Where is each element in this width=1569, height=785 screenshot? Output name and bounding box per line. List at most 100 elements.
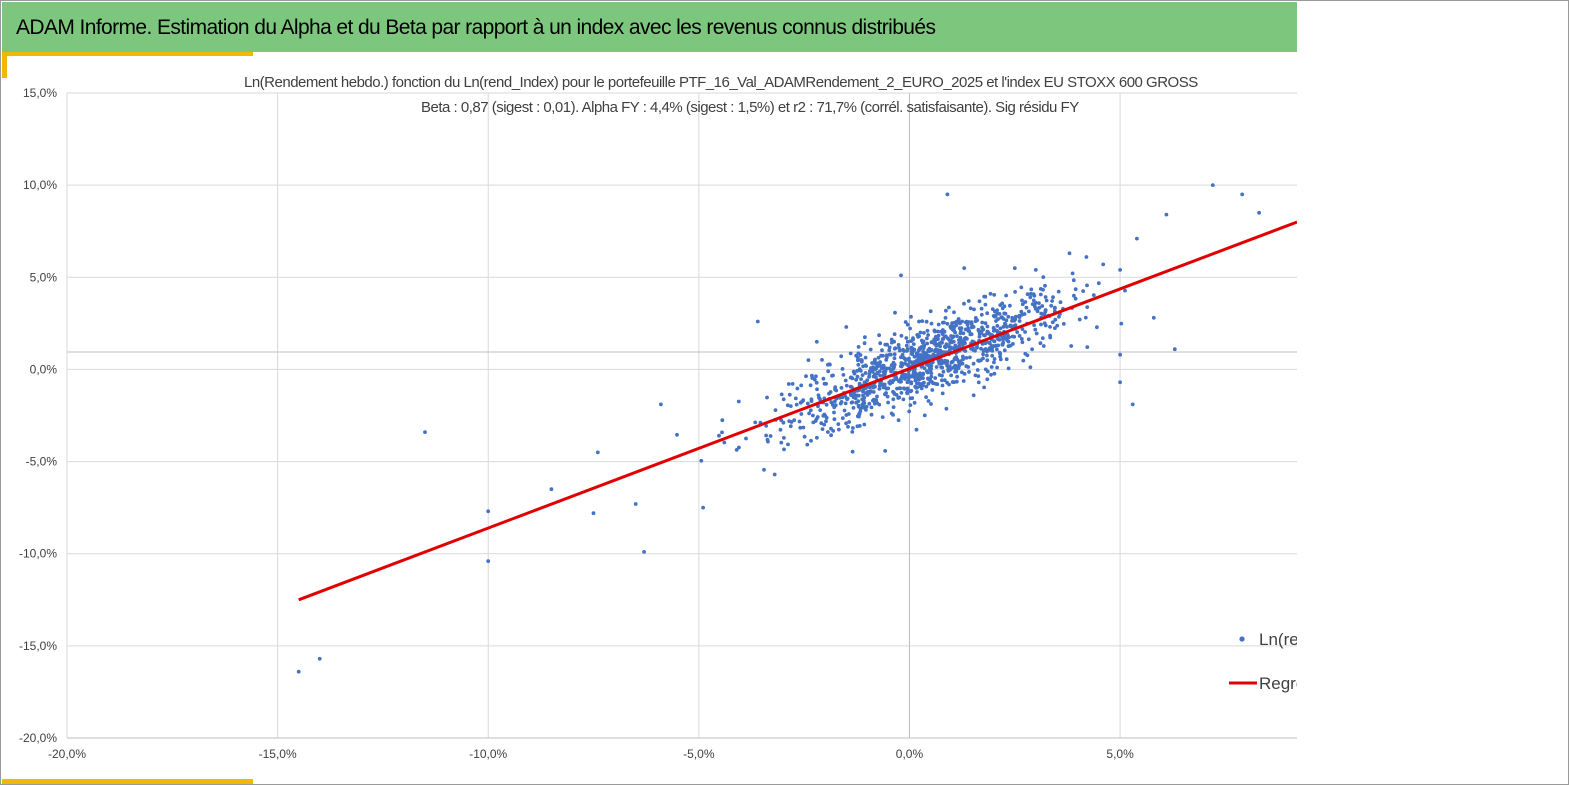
data-point	[920, 382, 925, 386]
data-point	[907, 409, 912, 414]
data-point	[1118, 268, 1122, 272]
data-point	[906, 388, 910, 392]
data-point	[988, 332, 992, 336]
data-point	[954, 379, 959, 384]
data-point	[1028, 295, 1033, 300]
data-point	[1151, 315, 1156, 320]
data-point	[1023, 330, 1027, 334]
data-point	[863, 335, 867, 340]
data-point	[822, 412, 827, 417]
data-point	[1011, 342, 1015, 346]
data-point	[1061, 322, 1066, 326]
data-point	[856, 362, 861, 367]
data-point	[924, 319, 929, 324]
data-point	[1070, 271, 1075, 276]
data-point	[720, 430, 724, 435]
data-point	[1043, 323, 1048, 328]
data-point	[642, 550, 646, 554]
data-point	[896, 343, 901, 347]
data-point	[862, 422, 867, 427]
data-point	[997, 312, 1002, 316]
data-point	[880, 348, 884, 353]
data-point	[1019, 285, 1024, 290]
data-point	[958, 331, 963, 336]
data-point	[807, 411, 811, 416]
data-point	[980, 342, 985, 346]
data-point	[1044, 298, 1049, 303]
data-point	[920, 372, 925, 377]
data-point	[861, 387, 866, 392]
data-point	[1031, 298, 1036, 303]
data-point	[1020, 302, 1025, 307]
y-tick-label: 15,0%	[23, 86, 57, 100]
data-point	[842, 408, 847, 413]
data-point	[979, 312, 984, 317]
data-point	[952, 325, 957, 329]
data-point	[936, 329, 940, 334]
data-point	[956, 317, 961, 322]
data-point	[921, 346, 926, 350]
data-point	[1091, 293, 1096, 297]
data-point	[971, 393, 976, 398]
data-point	[915, 381, 919, 386]
data-point	[921, 376, 925, 380]
data-point	[1085, 345, 1090, 349]
data-point	[793, 396, 798, 401]
data-point	[1020, 298, 1024, 303]
data-point	[994, 343, 999, 348]
data-point	[1033, 268, 1038, 272]
data-point	[906, 357, 911, 362]
data-point	[874, 361, 879, 365]
data-point	[912, 354, 917, 359]
data-point	[952, 310, 956, 315]
data-point	[980, 325, 984, 330]
data-point	[920, 319, 925, 323]
data-point	[836, 422, 841, 426]
data-point	[1017, 334, 1022, 338]
data-point	[786, 382, 791, 386]
data-point	[884, 358, 889, 362]
data-point	[1095, 325, 1099, 330]
data-point	[926, 333, 930, 337]
data-point	[977, 299, 982, 304]
data-point	[884, 353, 889, 358]
data-point	[897, 395, 902, 400]
data-point	[851, 369, 856, 374]
data-point	[981, 349, 986, 353]
data-point	[921, 339, 926, 344]
data-point	[795, 386, 800, 391]
data-point	[1056, 289, 1061, 294]
data-point	[898, 386, 903, 391]
data-point	[1067, 251, 1072, 256]
data-point	[914, 351, 919, 355]
data-point	[1240, 192, 1245, 197]
data-point	[1003, 335, 1007, 340]
data-point	[858, 353, 863, 357]
data-point	[943, 344, 947, 349]
data-point	[1050, 299, 1054, 303]
data-point	[909, 339, 913, 343]
data-point	[829, 426, 833, 431]
data-point	[1084, 255, 1089, 259]
data-point	[981, 352, 985, 357]
data-point	[968, 332, 973, 337]
data-point	[918, 377, 922, 381]
data-point	[966, 299, 971, 303]
data-point	[788, 424, 793, 429]
data-point	[755, 319, 760, 324]
data-point	[892, 352, 897, 357]
chart-title: Ln(Rendement hebdo.) fonction du Ln(rend…	[244, 74, 1199, 116]
data-point	[917, 346, 922, 350]
data-point	[1041, 344, 1046, 348]
data-point	[1001, 325, 1006, 329]
data-point	[991, 326, 996, 330]
data-point	[973, 319, 978, 324]
data-point	[820, 427, 825, 431]
data-point	[992, 293, 997, 297]
data-point	[849, 400, 854, 405]
data-point	[940, 365, 945, 370]
data-point	[992, 371, 997, 376]
data-point	[798, 425, 803, 430]
data-point	[1053, 326, 1057, 330]
data-point	[1043, 308, 1048, 312]
